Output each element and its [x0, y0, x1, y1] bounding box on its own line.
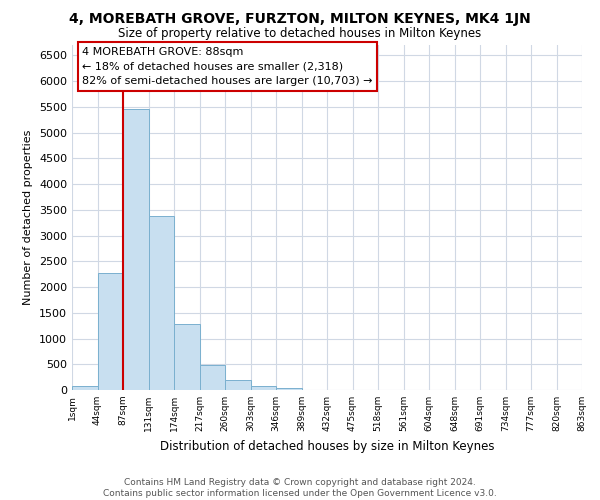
- Text: 4, MOREBATH GROVE, FURZTON, MILTON KEYNES, MK4 1JN: 4, MOREBATH GROVE, FURZTON, MILTON KEYNE…: [69, 12, 531, 26]
- Bar: [199, 366, 225, 390]
- Bar: [225, 380, 251, 390]
- Bar: [149, 216, 174, 390]
- Text: Contains HM Land Registry data © Crown copyright and database right 2024.
Contai: Contains HM Land Registry data © Crown c…: [103, 478, 497, 498]
- Bar: [72, 386, 97, 390]
- Y-axis label: Number of detached properties: Number of detached properties: [23, 130, 34, 305]
- Bar: [276, 388, 302, 390]
- Text: Size of property relative to detached houses in Milton Keynes: Size of property relative to detached ho…: [118, 28, 482, 40]
- Text: 4 MOREBATH GROVE: 88sqm
← 18% of detached houses are smaller (2,318)
82% of semi: 4 MOREBATH GROVE: 88sqm ← 18% of detache…: [82, 46, 373, 86]
- X-axis label: Distribution of detached houses by size in Milton Keynes: Distribution of detached houses by size …: [160, 440, 494, 452]
- Bar: [251, 386, 276, 390]
- Bar: [123, 110, 149, 390]
- Bar: [174, 324, 199, 390]
- Bar: [97, 272, 123, 390]
